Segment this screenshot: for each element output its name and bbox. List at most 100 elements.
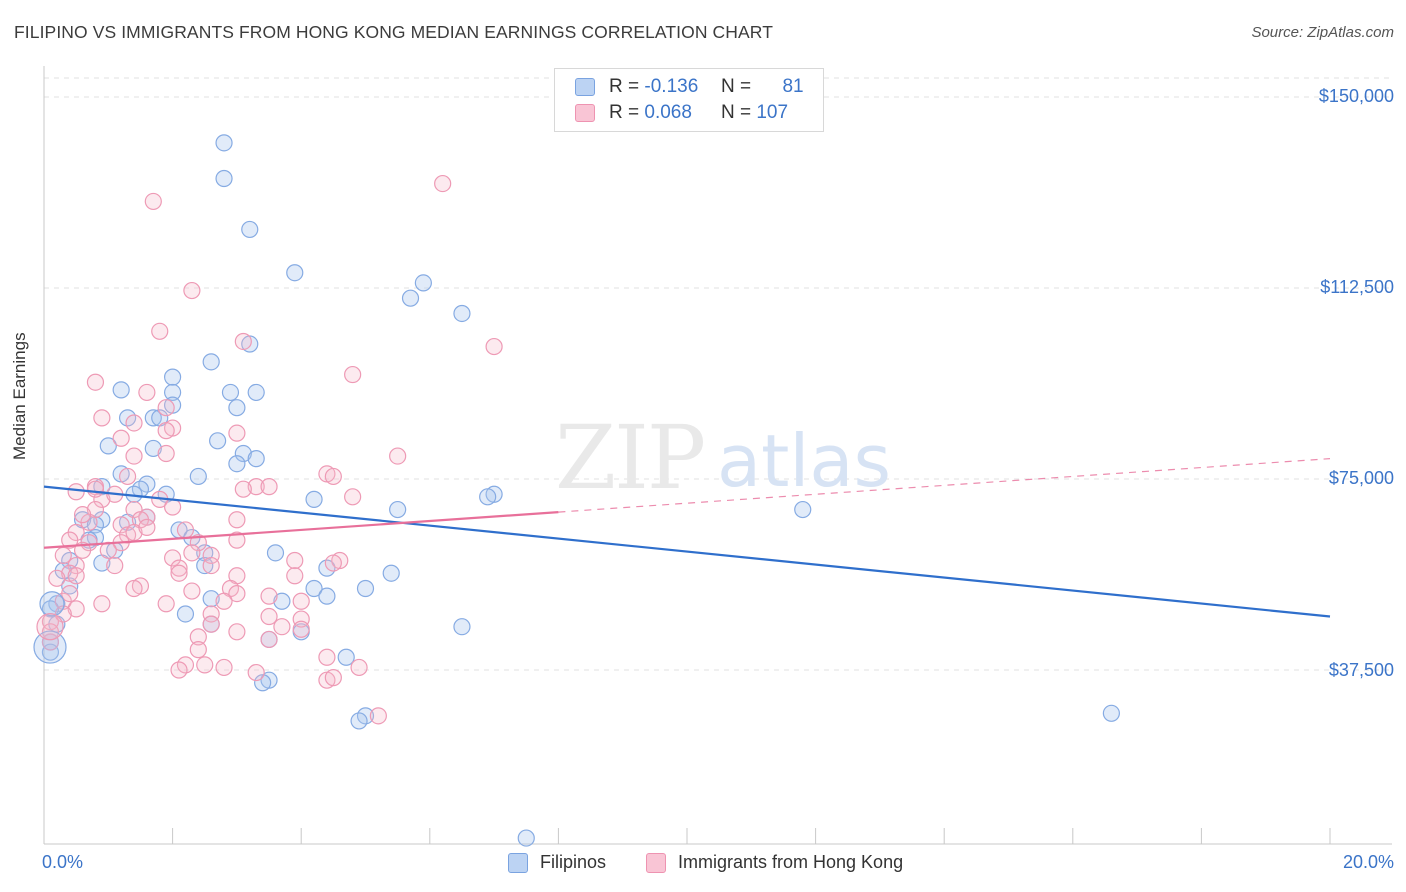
hongkong-point-5 <box>485 337 503 356</box>
filipino-point-large-2 <box>39 591 65 617</box>
filipino-point-77 <box>517 829 535 847</box>
filipino-point-26 <box>189 467 207 486</box>
filipino-point-76 <box>1102 704 1120 722</box>
legend-swatch-hongkong <box>646 852 666 873</box>
hongkong-point-85 <box>41 633 60 651</box>
filipino-point-70 <box>41 643 60 661</box>
hongkong-point-16 <box>125 447 143 465</box>
hongkong-point-23 <box>67 483 85 501</box>
hongkong-point-1 <box>144 192 162 211</box>
hongkong-point-44 <box>189 534 207 552</box>
hongkong-point-15 <box>112 429 130 447</box>
hongkong-swatch <box>575 104 595 122</box>
legend-label-hongkong: Immigrants from Hong Kong <box>678 852 904 872</box>
hongkong-point-large-1 <box>36 613 64 641</box>
hongkong-point-50 <box>164 549 182 567</box>
hongkong-point-13 <box>157 422 175 440</box>
r-label-filipinos: R = <box>609 76 640 97</box>
filipino-point-11 <box>164 383 182 402</box>
y-tick-75000: $75,000 <box>1328 468 1394 488</box>
hongkong-point-37 <box>228 511 246 529</box>
hongkong-point-39 <box>176 521 195 539</box>
hongkong-point-77 <box>292 610 310 628</box>
hongkong-point-66 <box>183 582 201 600</box>
filipino-point-57 <box>356 579 375 598</box>
hongkong-point-40 <box>61 531 79 549</box>
filipino-point-33 <box>479 488 497 506</box>
hongkong-point-86 <box>189 641 207 659</box>
filipino-point-67 <box>453 618 471 636</box>
filipino-point-22 <box>234 444 252 463</box>
watermark-zip: ZIP <box>555 406 704 509</box>
filipino-point-62 <box>41 600 60 618</box>
n-label-hongkong: N = <box>720 102 752 123</box>
filipino-point-10 <box>112 381 130 399</box>
hongkong-point-27 <box>93 490 111 508</box>
filipino-point-56 <box>305 579 323 598</box>
hongkong-point-6 <box>344 365 362 384</box>
hongkong-point-102 <box>183 544 201 562</box>
filipino-point-4 <box>401 289 420 307</box>
hongkong-point-24 <box>247 478 265 496</box>
n-value-filipinos: 81 <box>782 76 804 97</box>
filipino-point-71 <box>337 648 355 666</box>
filipino-point-2 <box>241 220 259 239</box>
filipino-point-35 <box>389 500 407 519</box>
filipino-point-5 <box>414 274 432 292</box>
hongkong-point-61 <box>286 567 304 585</box>
hongkong-point-20 <box>324 467 342 486</box>
r-label-hongkong: R = <box>609 102 640 123</box>
hongkong-point-58 <box>170 564 188 582</box>
hongkong-point-30 <box>164 498 182 516</box>
legend-item-filipinos[interactable]: Filipinos <box>508 852 606 873</box>
x-tick-max: 20.0% <box>1342 852 1394 872</box>
n-label-filipinos: N = <box>720 76 752 97</box>
stats-row-hongkong: R = 0.068 N = 107 <box>575 101 798 125</box>
filipino-point-63 <box>176 605 195 623</box>
hongkong-point-74 <box>67 600 85 618</box>
hongkong-point-18 <box>389 447 407 465</box>
hongkong-point-99 <box>73 506 92 524</box>
legend-label-filipinos: Filipinos <box>540 852 607 872</box>
hongkong-point-95 <box>369 707 387 725</box>
hongkong-point-51 <box>286 551 304 570</box>
hongkong-point-7 <box>86 373 105 391</box>
hongkong-point-2 <box>183 281 201 300</box>
trend-line-hongkong <box>43 511 559 549</box>
filipino-point-47 <box>266 544 285 562</box>
filipino-point-19 <box>209 432 227 450</box>
hongkong-point-103 <box>61 584 79 603</box>
hongkong-point-105 <box>273 618 291 636</box>
hongkong-point-106 <box>324 554 342 572</box>
r-value-filipinos: -0.136 <box>644 76 699 97</box>
hongkong-point-81 <box>292 620 310 638</box>
y-tick-37500: $37,500 <box>1328 660 1394 680</box>
stats-row-filipinos: R = -0.136 N = 81 <box>575 75 804 99</box>
legend-item-hongkong[interactable]: Immigrants from Hong Kong <box>646 852 903 873</box>
hongkong-point-59 <box>67 567 85 585</box>
hongkong-point-67 <box>228 584 246 603</box>
hongkong-point-3 <box>151 322 169 340</box>
hongkong-point-29 <box>344 488 362 506</box>
n-value-hongkong: 107 <box>756 102 789 123</box>
hongkong-point-84 <box>260 630 278 649</box>
y-tick-150000: $150,000 <box>1318 86 1394 106</box>
hongkong-point-75 <box>202 605 220 623</box>
filipino-point-0 <box>215 134 233 152</box>
filipino-point-large-1 <box>33 630 67 664</box>
hongkong-point-76 <box>260 607 278 626</box>
hongkong-point-45 <box>228 531 246 549</box>
filipino-point-15 <box>228 399 246 417</box>
hongkong-point-62 <box>48 569 66 587</box>
hongkong-point-25 <box>260 478 278 496</box>
filipino-point-6 <box>453 304 471 323</box>
hongkong-point-55 <box>202 556 220 575</box>
r-value-hongkong: 0.068 <box>644 102 692 123</box>
hongkong-point-53 <box>106 556 124 575</box>
hongkong-point-8 <box>138 383 156 402</box>
hongkong-point-11 <box>125 414 143 432</box>
chart-title: FILIPINO VS IMMIGRANTS FROM HONG KONG ME… <box>14 22 774 42</box>
source-label: Source: ZipAtlas.com <box>1251 24 1394 41</box>
hongkong-point-17 <box>157 444 175 463</box>
